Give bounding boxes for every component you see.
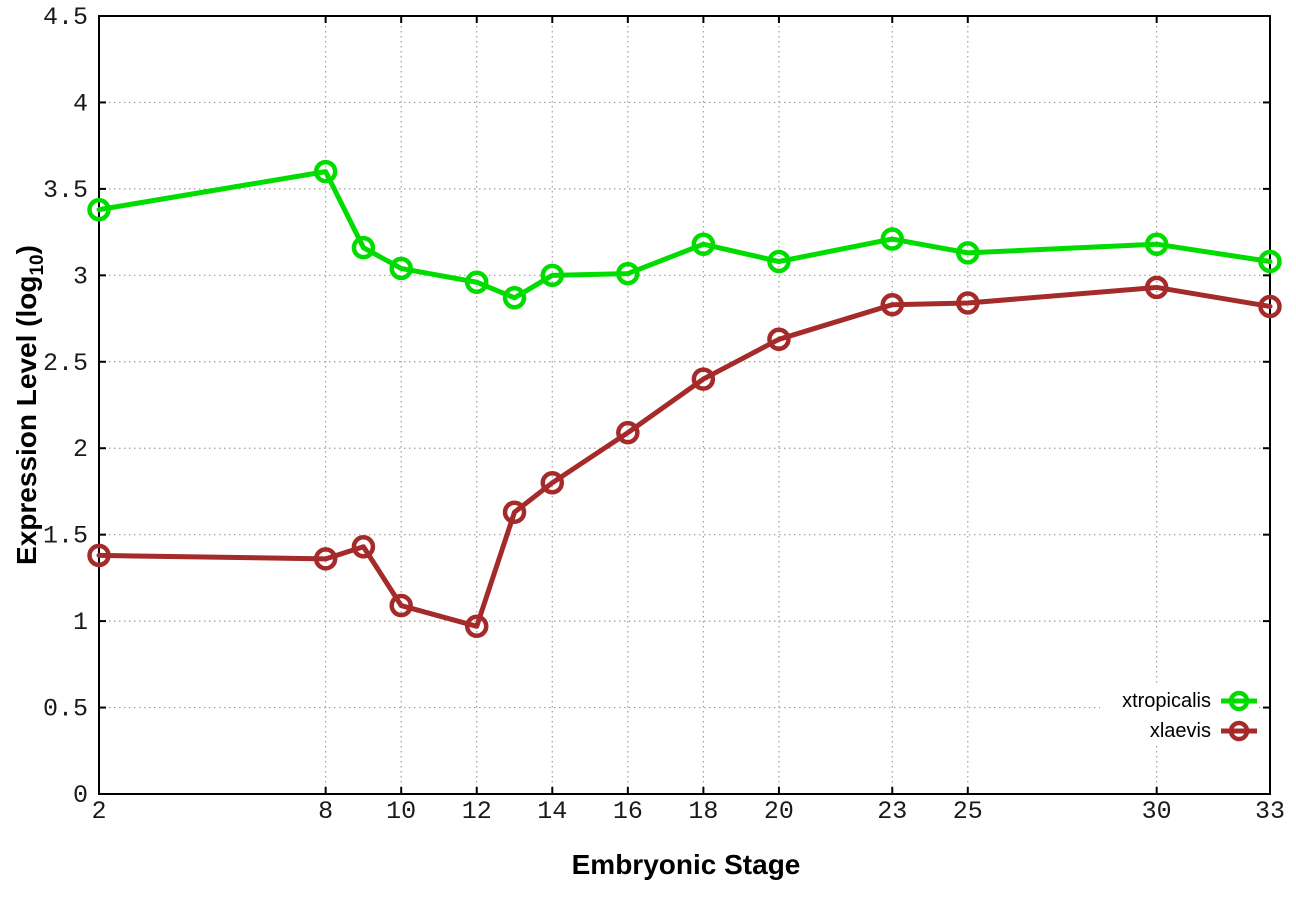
data-point-xtropicalis [880,227,905,251]
data-point-xlaevis [87,543,111,568]
legend-marker-xtropicalis [1221,690,1257,712]
x-axis-title: Embryonic Stage [571,849,801,880]
data-point-xlaevis [351,535,376,559]
y-tick-label: 2.5 [43,349,88,378]
data-point-xlaevis [691,367,716,391]
data-point-xtropicalis [351,235,376,260]
data-point-xlaevis [956,291,980,315]
data-point-xtropicalis [313,159,338,184]
series-line-xtropicalis [96,169,1273,301]
data-point-xtropicalis [87,197,111,222]
data-point-xtropicalis [1258,249,1282,274]
y-tick-label: 0.5 [43,695,88,724]
data-point-xtropicalis [389,256,413,281]
y-tick-label: 1.5 [43,522,88,551]
x-tick-label: 2 [91,797,106,826]
y-tick-label: 4 [73,89,88,118]
legend-item-xtropicalis: xtropicalis [1122,686,1258,716]
x-tick-label: 16 [613,797,643,826]
series-line-xlaevis [96,284,1273,629]
x-tick-label: 14 [537,797,567,826]
y-tick-label: 0 [73,781,88,810]
legend: xtropicalis xlaevis [1100,686,1258,746]
data-point-xlaevis [880,292,905,317]
y-axis-title-close: ) [11,245,43,255]
x-tick-label: 18 [688,797,718,826]
legend-label: xlaevis [1149,719,1211,742]
x-tick-label: 30 [1142,797,1172,826]
legend-label: xtropicalis [1122,689,1211,712]
data-point-xlaevis [389,593,413,618]
data-point-xlaevis [464,614,489,639]
legend-marker-xlaevis [1221,720,1257,742]
data-point-xlaevis [1258,294,1282,319]
legend-item-xlaevis: xlaevis [1122,716,1258,746]
legend-circle-sample [1228,690,1250,712]
y-axis-title-subscript: 10 [26,254,48,276]
data-point-xtropicalis [464,270,489,294]
y-tick-label: 3 [73,262,88,291]
y-tick-label: 1 [73,608,88,637]
x-tick-label: 33 [1255,797,1285,826]
data-point-xtropicalis [1144,232,1169,256]
plot-border [98,15,1271,795]
y-tick-label: 3.5 [43,176,88,205]
y-axis-title-text: Expression Level (log [11,275,43,565]
x-tick-label: 12 [462,797,492,826]
data-point-xlaevis [616,420,640,445]
x-tick-label: 20 [764,797,794,826]
y-axis-title: Expression Level (log10) [11,245,49,565]
data-point-xtropicalis [616,261,640,286]
data-point-xtropicalis [540,263,565,288]
y-tick-label: 2 [73,435,88,464]
data-point-xtropicalis [691,232,716,256]
data-point-xtropicalis [502,286,527,310]
y-tick-label: 4.5 [43,3,88,32]
x-tick-label: 10 [386,797,416,826]
data-point-xtropicalis [767,249,791,274]
x-tick-label: 23 [877,797,907,826]
x-tick-label: 25 [953,797,983,826]
data-point-xtropicalis [956,241,980,265]
data-point-xlaevis [767,327,791,352]
data-point-xlaevis [540,471,565,495]
data-point-xlaevis [502,500,527,524]
data-point-xlaevis [1144,275,1169,300]
x-tick-label: 8 [318,797,333,826]
legend-circle-sample [1228,720,1250,742]
data-point-xlaevis [313,547,338,571]
